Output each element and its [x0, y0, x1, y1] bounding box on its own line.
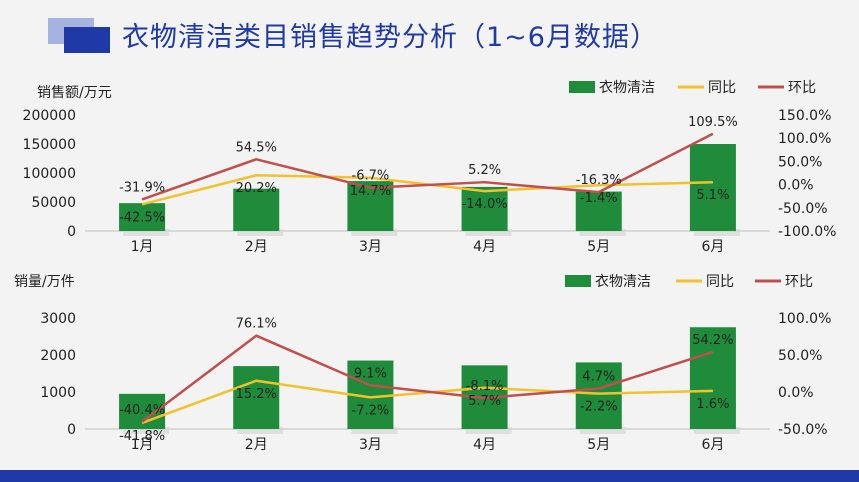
bar	[119, 203, 166, 231]
y-axis-label: 销售额/万元	[37, 85, 112, 101]
bar-shadow	[123, 427, 170, 434]
y-right-tick-label: 0.0%	[778, 178, 814, 194]
y-right-tick-label: 50.0%	[778, 154, 822, 170]
x-tick-label: 1月	[131, 239, 154, 255]
page-title: 衣物清洁类目销售趋势分析（1~6月数据）	[122, 22, 658, 53]
y-left-tick-label: 200000	[23, 108, 76, 124]
y-right-tick-label: 100.0%	[778, 131, 831, 147]
bottom-bar	[0, 470, 859, 482]
mom-data-label: -6.7%	[352, 169, 390, 184]
y-right-tick-label: 50.0%	[778, 348, 822, 364]
x-tick-label: 5月	[587, 437, 610, 453]
bar-shadow	[465, 229, 512, 236]
yoy-data-label: 14.7%	[350, 184, 391, 199]
y-left-tick-label: 1000	[40, 385, 76, 401]
x-tick-label: 1月	[131, 437, 154, 453]
y-left-tick-label: 0	[67, 422, 76, 438]
bar-shadow	[693, 427, 740, 434]
bar	[233, 366, 280, 429]
y-left-tick-label: 50000	[31, 195, 76, 211]
mom-line	[141, 334, 714, 423]
bar-shadow	[351, 427, 398, 434]
yoy-data-label: 1.6%	[696, 397, 729, 412]
bar	[347, 181, 394, 231]
bar-shadow	[237, 427, 284, 434]
bar	[689, 144, 736, 231]
sales-amount-chart: 销售额/万元 衣物清洁 同比 环比 200000 150000 100000 50000 0 15…	[23, 80, 837, 255]
yoy-data-label: 15.2%	[236, 387, 277, 402]
mom-line	[141, 132, 714, 201]
x-tick-label: 2月	[245, 239, 268, 255]
bar-shadow	[579, 427, 626, 434]
mom-data-label: 4.7%	[582, 370, 615, 385]
legend-swatch-bar	[569, 81, 595, 93]
yoy-data-label: -2.2%	[580, 400, 618, 415]
y-right-tick-label: 0.0%	[778, 385, 814, 401]
sales-volume-chart: 销量/万件 衣物清洁 同比 环比 3000 2000 1000 0 100.0% 50.0% 0.0…	[14, 274, 831, 453]
x-tick-label: 6月	[701, 437, 724, 453]
yoy-data-label: -41.8%	[119, 429, 165, 444]
y-left-tick-label: 100000	[23, 166, 76, 182]
y-axis-label: 销量/万件	[14, 274, 75, 290]
mom-data-label: 5.2%	[468, 163, 501, 178]
mom-data-label: 54.5%	[236, 140, 277, 155]
x-tick-label: 6月	[701, 239, 724, 255]
header-decoration	[48, 18, 110, 53]
x-tick-label: 2月	[245, 437, 268, 453]
mom-data-label: -16.3%	[576, 173, 622, 188]
y-left-tick-label: 150000	[23, 137, 76, 153]
yoy-data-label: 5.1%	[696, 188, 729, 203]
bar	[461, 186, 508, 231]
yoy-data-label: -14.0%	[462, 197, 508, 212]
legend-label-mom: 环比	[785, 274, 813, 290]
bar-shadow	[237, 229, 284, 236]
legend-label-yoy: 同比	[706, 274, 734, 290]
yoy-data-label: -1.4%	[580, 191, 618, 206]
yoy-line	[141, 379, 713, 425]
legend-label-yoy: 同比	[708, 80, 736, 96]
legend-label-mom: 环比	[788, 80, 816, 96]
yoy-data-label: -7.2%	[352, 403, 390, 418]
bar	[575, 191, 622, 231]
mom-data-label: 109.5%	[688, 115, 738, 130]
bar	[233, 188, 280, 231]
bar-shadow	[465, 427, 512, 434]
bar	[575, 362, 622, 429]
mom-data-label: 76.1%	[236, 317, 277, 332]
x-tick-label: 3月	[359, 239, 382, 255]
y-right-tick-label: 100.0%	[778, 311, 831, 327]
x-tick-label: 4月	[473, 239, 496, 255]
mom-data-label: 9.1%	[354, 366, 387, 381]
legend-label-bar: 衣物清洁	[599, 80, 655, 96]
legend-swatch-bar	[565, 275, 591, 287]
y-left-tick-label: 2000	[40, 348, 76, 364]
yoy-data-label: 20.2%	[236, 181, 277, 196]
legend-label-bar: 衣物清洁	[595, 274, 651, 290]
bar	[689, 327, 736, 429]
yoy-data-label: 5.7%	[468, 394, 501, 409]
y-right-tick-label: -50.0%	[778, 201, 828, 217]
y-left-tick-label: 3000	[40, 311, 76, 327]
x-tick-label: 3月	[359, 437, 382, 453]
bar-shadow	[123, 229, 170, 236]
x-tick-label: 4月	[473, 437, 496, 453]
bar-shadow	[579, 229, 626, 236]
mom-data-label: -40.4%	[119, 403, 165, 418]
mom-data-label: -31.9%	[119, 180, 165, 195]
mom-data-label: 54.2%	[692, 333, 733, 348]
y-left-tick-label: 0	[67, 224, 76, 240]
x-tick-label: 5月	[587, 239, 610, 255]
y-right-tick-label: -100.0%	[778, 224, 836, 240]
header-decoration-front	[64, 27, 110, 53]
mom-data-label: -8.1%	[466, 379, 504, 394]
bar-shadow	[693, 229, 740, 236]
yoy-data-label: -42.5%	[119, 210, 165, 225]
yoy-line	[141, 173, 713, 206]
bar-shadow	[351, 229, 398, 236]
y-right-tick-label: -50.0%	[778, 422, 828, 438]
y-right-tick-label: 150.0%	[778, 108, 831, 124]
